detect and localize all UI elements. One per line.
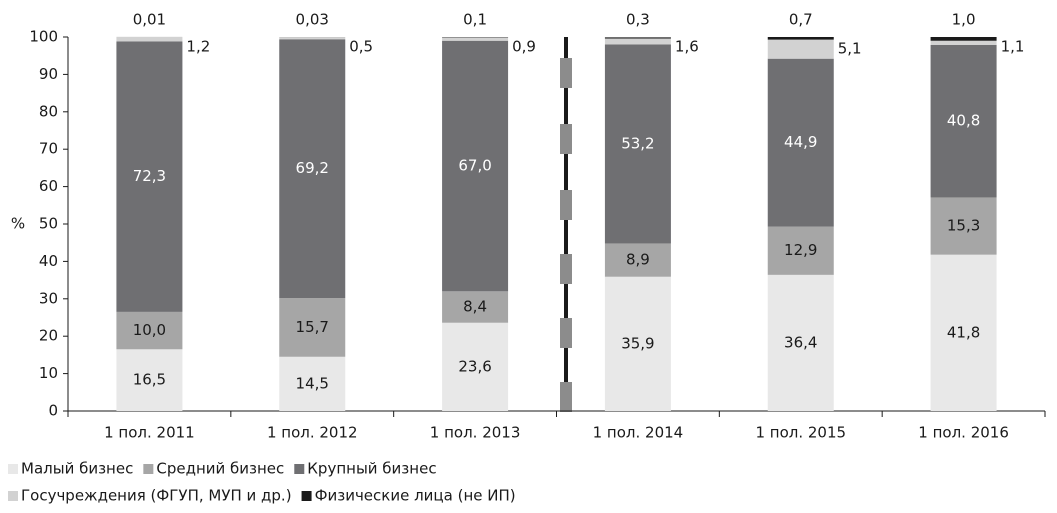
data-label: 67,0 bbox=[458, 157, 491, 175]
bar-segment bbox=[279, 37, 346, 40]
data-label: 8,9 bbox=[626, 251, 650, 269]
bar-segment bbox=[604, 243, 671, 277]
data-label: 15,3 bbox=[947, 217, 980, 235]
y-tick-label: 90 bbox=[39, 65, 58, 83]
legend-swatch bbox=[143, 464, 154, 474]
data-label: 8,4 bbox=[463, 298, 487, 316]
data-label: 1,0 bbox=[952, 11, 976, 29]
bar-segment bbox=[767, 37, 834, 40]
bar-segment bbox=[279, 356, 346, 411]
y-tick-label: 60 bbox=[39, 177, 58, 195]
data-label: 14,5 bbox=[296, 374, 329, 392]
bar-segment bbox=[604, 44, 671, 244]
bar-segment bbox=[442, 37, 509, 41]
bar-segment bbox=[930, 37, 997, 41]
x-tick-label: 1 пол. 2013 bbox=[430, 424, 521, 442]
legend-label: Физические лица (не ИП) bbox=[315, 487, 516, 505]
y-tick-label: 50 bbox=[39, 215, 58, 233]
bar-segment bbox=[767, 226, 834, 275]
legend-label: Крупный бизнес bbox=[307, 460, 436, 478]
legend-swatch bbox=[301, 491, 312, 501]
bar-segment bbox=[767, 274, 834, 411]
data-label: 41,8 bbox=[947, 323, 980, 341]
y-tick-label: 20 bbox=[39, 327, 58, 345]
bar-segment bbox=[604, 37, 671, 39]
x-tick-label: 1 пол. 2014 bbox=[593, 424, 684, 442]
bar-segment bbox=[930, 254, 997, 411]
y-axis-label: % bbox=[11, 215, 25, 233]
data-label: 40,8 bbox=[947, 112, 980, 130]
y-tick-label: 70 bbox=[39, 140, 58, 158]
legend-swatch bbox=[8, 464, 18, 474]
data-label: 0,5 bbox=[349, 38, 373, 56]
bar-segment bbox=[604, 38, 671, 45]
bar-segment bbox=[930, 44, 997, 198]
bar-segment bbox=[116, 349, 183, 411]
data-label: 0,7 bbox=[789, 11, 813, 29]
bar-segment bbox=[930, 197, 997, 255]
data-label: 0,03 bbox=[296, 11, 329, 29]
bar-segment bbox=[442, 291, 509, 323]
bar-segment bbox=[767, 39, 834, 59]
data-label: 35,9 bbox=[621, 334, 654, 352]
data-label: 1,1 bbox=[1001, 38, 1025, 56]
legend-label: Малый бизнес bbox=[21, 460, 133, 478]
x-tick-label: 1 пол. 2015 bbox=[755, 424, 846, 442]
data-label: 36,4 bbox=[784, 333, 817, 351]
bar-segment bbox=[116, 37, 183, 42]
y-tick-label: 80 bbox=[39, 102, 58, 120]
data-label: 10,0 bbox=[133, 321, 166, 339]
x-tick-label: 1 пол. 2011 bbox=[104, 424, 195, 442]
y-tick-label: 40 bbox=[39, 252, 58, 270]
bar-segment bbox=[116, 41, 183, 312]
data-label: 0,9 bbox=[512, 38, 536, 56]
x-tick-label: 1 пол. 2016 bbox=[918, 424, 1009, 442]
data-label: 12,9 bbox=[784, 241, 817, 259]
bar-segment bbox=[604, 276, 671, 411]
data-label: 15,7 bbox=[296, 318, 329, 336]
data-label: 69,2 bbox=[296, 159, 329, 177]
legend-label: Средний бизнес bbox=[156, 460, 284, 478]
y-tick-label: 0 bbox=[48, 402, 58, 420]
bar-segment bbox=[930, 40, 997, 45]
x-tick-label: 1 пол. 2012 bbox=[267, 424, 358, 442]
legend-swatch bbox=[294, 464, 305, 474]
bar-segment bbox=[279, 39, 346, 299]
y-tick-label: 30 bbox=[39, 289, 58, 307]
data-label: 1,6 bbox=[675, 38, 699, 56]
bar-segment bbox=[442, 322, 509, 411]
data-label: 1,2 bbox=[186, 38, 210, 56]
separator-dashes bbox=[560, 58, 572, 412]
bar-segment bbox=[116, 311, 183, 350]
legend-swatch bbox=[8, 491, 18, 501]
data-label: 72,3 bbox=[133, 167, 166, 185]
data-label: 0,1 bbox=[463, 11, 487, 29]
bar-segment bbox=[767, 58, 834, 227]
bar-segment bbox=[442, 40, 509, 292]
legend-label: Госучреждения (ФГУП, МУП и др.) bbox=[21, 487, 292, 505]
data-label: 16,5 bbox=[133, 371, 166, 389]
y-tick-label: 100 bbox=[29, 28, 58, 46]
data-label: 5,1 bbox=[838, 40, 862, 58]
data-label: 53,2 bbox=[621, 134, 654, 152]
y-tick-label: 10 bbox=[39, 364, 58, 382]
bar-segment bbox=[279, 298, 346, 357]
data-label: 44,9 bbox=[784, 133, 817, 151]
data-label: 0,3 bbox=[626, 11, 650, 29]
data-label: 23,6 bbox=[458, 357, 491, 375]
data-label: 0,01 bbox=[133, 11, 166, 29]
